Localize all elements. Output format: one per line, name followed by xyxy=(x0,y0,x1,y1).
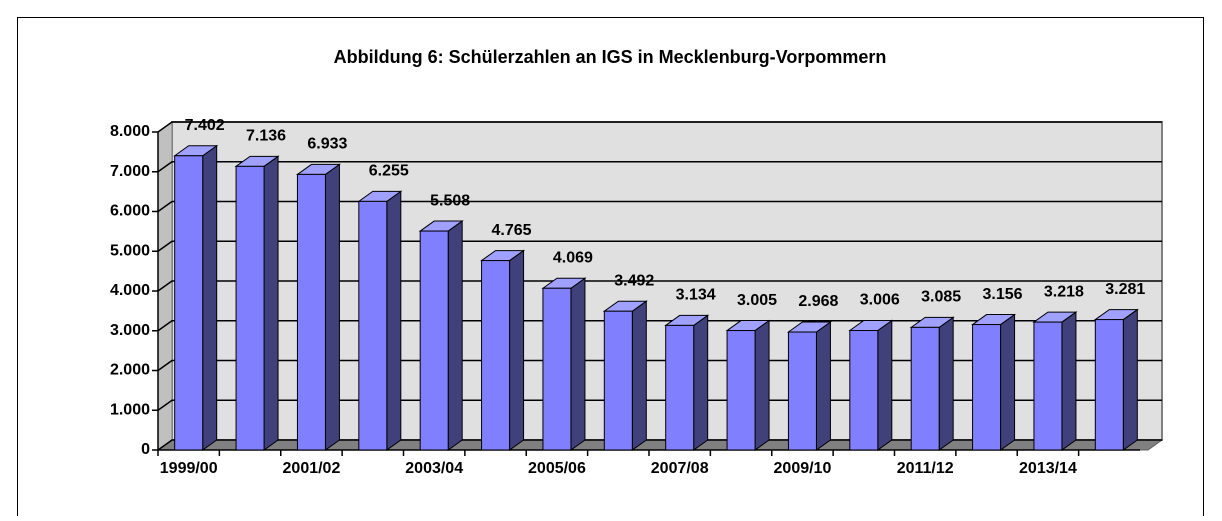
y-tick-label: 6.000 xyxy=(110,203,150,220)
grid-line xyxy=(157,161,1162,173)
bar-side xyxy=(754,319,770,451)
grid-line xyxy=(157,280,1162,292)
value-label: 3.134 xyxy=(676,287,716,304)
bar-side xyxy=(877,319,893,451)
grid-line xyxy=(157,121,1162,133)
value-label: 6.255 xyxy=(369,163,409,180)
bar xyxy=(419,230,449,451)
bar-side xyxy=(815,321,831,451)
value-label: 4.069 xyxy=(553,249,593,266)
x-tick-label: 2013/14 xyxy=(1019,460,1077,477)
value-label: 7.402 xyxy=(185,117,225,134)
grid-line xyxy=(157,399,1162,411)
bar-side xyxy=(631,300,647,451)
y-tick-label: 3.000 xyxy=(110,322,150,339)
value-label: 2.968 xyxy=(798,293,838,310)
y-tick-label: 8.000 xyxy=(110,123,150,140)
bar xyxy=(542,287,572,451)
grid-line xyxy=(157,359,1162,372)
bar-side xyxy=(693,314,709,451)
x-tick-label: 2011/12 xyxy=(897,460,954,477)
bar-side xyxy=(202,144,218,451)
bar-side xyxy=(570,277,586,451)
grid-line xyxy=(157,240,1162,252)
grid-line xyxy=(157,320,1162,332)
bar xyxy=(603,310,633,451)
grid-line xyxy=(157,439,1162,451)
value-label: 3.218 xyxy=(1044,283,1084,300)
value-label: 3.281 xyxy=(1105,281,1145,298)
bar xyxy=(358,200,388,451)
y-tick-label: 2.000 xyxy=(110,362,150,379)
y-tick-label: 4.000 xyxy=(110,282,150,299)
bar xyxy=(1033,321,1063,451)
value-label: 3.156 xyxy=(983,286,1023,303)
bar xyxy=(665,324,695,451)
grid-line xyxy=(157,200,1162,213)
value-label: 4.765 xyxy=(492,222,532,239)
y-tick-label: 0 xyxy=(141,441,150,458)
y-tick-label: 7.000 xyxy=(110,163,150,180)
chart-title: Abbildung 6: Schülerzahlen an IGS in Mec… xyxy=(334,47,887,67)
x-tick-label: 2001/02 xyxy=(283,460,341,477)
bar-side xyxy=(509,249,525,451)
bar-side xyxy=(938,316,954,451)
bar-side xyxy=(1122,308,1138,451)
bar-side xyxy=(324,163,340,451)
bar xyxy=(910,326,940,451)
x-tick-label: 2003/04 xyxy=(405,460,463,477)
bar xyxy=(296,173,326,451)
bar xyxy=(481,260,511,451)
bar xyxy=(1094,319,1124,451)
x-tick-label: 2009/10 xyxy=(774,460,832,477)
value-label: 3.085 xyxy=(921,289,961,306)
value-label: 7.136 xyxy=(246,128,286,145)
value-label: 3.492 xyxy=(614,272,654,289)
bar xyxy=(972,324,1002,451)
bar xyxy=(235,165,265,451)
y-tick-label: 1.000 xyxy=(110,401,150,418)
bar-side xyxy=(447,220,463,451)
bar-side xyxy=(1061,311,1077,451)
bar xyxy=(849,330,879,451)
y-tick-label: 5.000 xyxy=(110,242,150,259)
x-tick-label: 2005/06 xyxy=(528,460,586,477)
bar-side xyxy=(263,155,279,451)
value-label: 3.005 xyxy=(737,292,777,309)
value-label: 6.933 xyxy=(307,136,347,153)
value-label: 5.508 xyxy=(430,192,470,209)
x-tick-label: 1999/00 xyxy=(160,460,218,477)
value-label: 3.006 xyxy=(860,292,900,309)
bar-side xyxy=(386,190,402,451)
bar xyxy=(787,331,817,451)
bar xyxy=(174,155,204,451)
bar-side xyxy=(1000,313,1016,451)
x-tick-label: 2007/08 xyxy=(651,460,709,477)
bar xyxy=(726,330,756,451)
